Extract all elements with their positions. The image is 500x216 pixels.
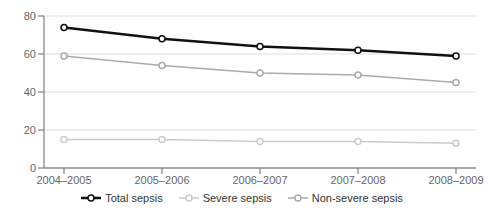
html-text:Severe sepsis: Severe sepsis <box>202 192 272 204</box>
svg-text:60: 60 <box>24 48 36 60</box>
svg-text:2005–2006: 2005–2006 <box>134 174 189 186</box>
svg-text:2007–2008: 2007–2008 <box>330 174 385 186</box>
svg-text:80: 80 <box>24 10 36 22</box>
html-text:Total sepsis: Total sepsis <box>105 192 163 204</box>
svg-text:2004–2005: 2004–2005 <box>36 174 91 186</box>
html-text:Non-severe sepsis: Non-severe sepsis <box>311 192 403 204</box>
svg-text:20: 20 <box>24 124 36 136</box>
svg-text:40: 40 <box>24 86 36 98</box>
svg-text:0: 0 <box>30 162 36 174</box>
svg-text:2006–2007: 2006–2007 <box>232 174 287 186</box>
svg-text:2008–2009: 2008–2009 <box>428 174 483 186</box>
